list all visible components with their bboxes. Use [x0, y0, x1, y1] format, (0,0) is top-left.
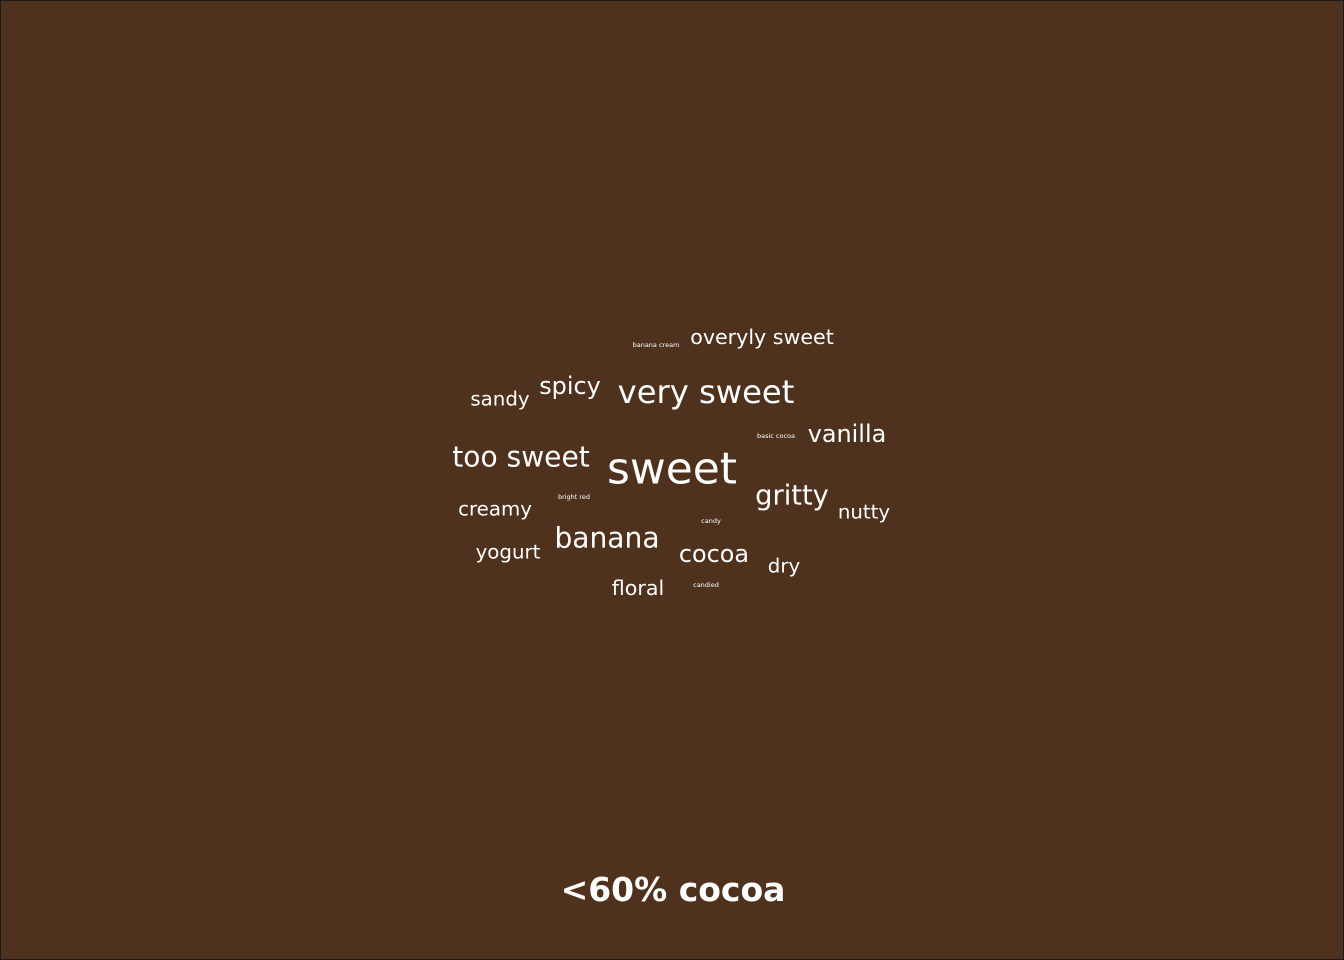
word-gritty: gritty: [755, 481, 829, 512]
word-banana-cream: banana cream: [633, 341, 680, 349]
word-nutty: nutty: [838, 501, 891, 524]
word-overyly-sweet: overyly sweet: [690, 325, 834, 349]
word-spicy: spicy: [539, 372, 601, 400]
word-candied: candied: [693, 581, 719, 589]
word-sandy: sandy: [470, 388, 530, 411]
word-creamy: creamy: [458, 498, 532, 521]
word-basic-cocoa: basic cocoa: [757, 432, 795, 440]
word-dry: dry: [768, 555, 801, 578]
word-candy: candy: [701, 517, 721, 525]
word-banana: banana: [554, 522, 659, 555]
word-sweet: sweet: [607, 444, 737, 495]
chart-title: <60% cocoa: [560, 870, 786, 909]
word-vanilla: vanilla: [808, 420, 886, 448]
word-yogurt: yogurt: [476, 541, 541, 564]
word-very-sweet: very sweet: [618, 373, 795, 411]
word-cocoa: cocoa: [679, 540, 749, 568]
word-bright-red: bright red: [558, 493, 590, 501]
word-too-sweet: too sweet: [452, 441, 590, 474]
word-floral: floral: [612, 576, 664, 600]
